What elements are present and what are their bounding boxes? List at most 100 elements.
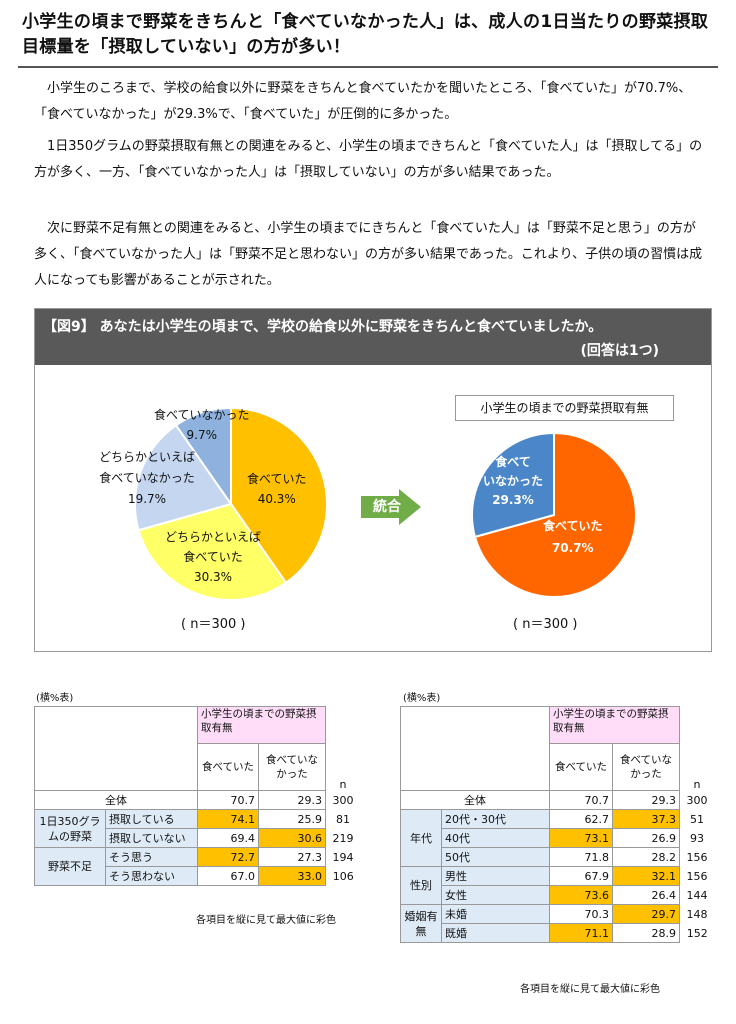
col-eating: 食べていた — [549, 743, 613, 791]
cell: 27.3 — [258, 847, 326, 867]
col-not-eating: 食べていなかった — [258, 743, 326, 791]
cell-n: 156 — [686, 869, 708, 883]
row-label: そう思わない — [105, 866, 198, 886]
table-row: 女性 73.6 26.4 144 — [401, 885, 715, 905]
row-label: 未婚 — [441, 904, 550, 924]
label-right-eating: 食べていた 70.7% — [543, 515, 603, 559]
table-row: 40代 73.1 26.9 93 — [401, 828, 715, 848]
col-n: n — [693, 777, 701, 791]
group-label: 性別 — [400, 866, 442, 905]
group-label: 婚姻有無 — [400, 904, 442, 943]
group-label: 1日350グラムの野菜 — [34, 809, 106, 848]
cell: 62.7 — [549, 809, 613, 829]
label-right-eating-name: 食べていた — [543, 519, 603, 533]
header-group: 小学生の頃までの野菜摂取有無 — [197, 706, 326, 744]
cell: 71.8 — [549, 847, 613, 867]
cell: 29.3 — [258, 790, 326, 810]
col-n: n — [339, 777, 347, 791]
headline-divider — [18, 66, 718, 68]
label-right-not-eating: 食べて いなかった 29.3% — [483, 453, 543, 510]
table-row: 既婚 71.1 28.9 152 — [401, 923, 715, 943]
n-left: ( n＝300 ) — [181, 617, 246, 632]
cell-n: 219 — [332, 831, 354, 845]
cell-n: 300 — [686, 793, 708, 807]
cell-highlight: 71.1 — [549, 923, 613, 943]
row-label: 全体 — [400, 790, 550, 810]
n-spacer — [326, 707, 361, 744]
pie-charts — [134, 406, 637, 601]
label-rather-eating-name2: 食べていた — [183, 550, 243, 564]
figure-title: 【図9】 あなたは小学生の頃まで、学校の給食以外に野菜をきちんと食べていましたか… — [43, 319, 603, 335]
table-row: 全体 70.7 29.3 300 — [34, 790, 361, 810]
cell: 70.7 — [197, 790, 259, 810]
cell: 69.4 — [197, 828, 259, 848]
table-right-footnote: 各項目を縦に見て最大値に彩色 — [520, 984, 660, 995]
headline: 小学生の頃まで野菜をきちんと「食べていなかった人」は、成人の1日当たりの野菜摂取… — [22, 12, 709, 57]
corner-cell — [34, 706, 198, 791]
figure-note: (回答は1つ) — [580, 343, 659, 359]
n-spacer — [680, 707, 715, 744]
arrow-right-icon — [361, 489, 421, 525]
cell-n: 300 — [332, 793, 354, 807]
table-row: 婚姻有無 未婚 70.3 29.7 148 — [400, 904, 715, 943]
cell-highlight: 73.1 — [549, 828, 613, 848]
cell-highlight: 74.1 — [197, 809, 259, 829]
row-label: 摂取していない — [105, 828, 198, 848]
row-label: 全体 — [34, 790, 198, 810]
cell: 67.9 — [549, 866, 613, 886]
table-left-footnote: 各項目を縦に見て最大値に彩色 — [196, 915, 336, 926]
group-label: 野菜不足 — [34, 847, 106, 886]
cell: 29.3 — [612, 790, 680, 810]
row-label: 男性 — [441, 866, 550, 886]
pie-right — [471, 431, 637, 598]
label-right-not-eating-name2: いなかった — [483, 474, 544, 488]
cell: 25.9 — [258, 809, 326, 829]
label-rather-not-eating-name2: 食べていなかった — [99, 471, 195, 485]
arrow-label: 統合 — [373, 499, 401, 515]
label-rather-eating-value: 30.3% — [193, 570, 233, 584]
cell-highlight: 72.7 — [197, 847, 259, 867]
cell-n: 156 — [686, 850, 708, 864]
label-rather-not-eating-value: 19.7% — [127, 492, 167, 506]
pie-slice — [230, 406, 328, 585]
label-right-not-eating-value: 29.3% — [492, 493, 534, 507]
cell: 70.7 — [549, 790, 613, 810]
label-right-not-eating-name1: 食べて — [495, 455, 531, 469]
pie-slice — [174, 406, 232, 508]
cell-n: 93 — [690, 831, 704, 845]
label-eating: 食べていた 40.3% — [247, 469, 307, 509]
figure-9-panel: 【図9】 あなたは小学生の頃まで、学校の給食以外に野菜をきちんと食べていましたか… — [34, 308, 712, 652]
cell-n: 106 — [332, 869, 354, 883]
label-not-eating-name: 食べていなかった — [154, 408, 250, 422]
paragraph-3: 次に野菜不足有無との関連をみると、小学生の頃までにきちんと「食べていた人」は「野… — [34, 221, 703, 288]
cell: 28.2 — [612, 847, 680, 867]
label-not-eating-value: 9.7% — [186, 428, 218, 442]
group-label: 年代 — [400, 809, 442, 867]
label-eating-name: 食べていた — [247, 472, 307, 486]
cell-n: 81 — [336, 812, 350, 826]
row-label: 40代 — [441, 828, 550, 848]
pie-slice — [137, 502, 288, 601]
cell: 28.9 — [612, 923, 680, 943]
pie-left — [134, 406, 328, 601]
cell: 67.0 — [197, 866, 259, 886]
row-label: 女性 — [441, 885, 550, 905]
table-right: 小学生の頃までの野菜摂取有無 食べていた 食べていなかった n 全体 70.7 … — [400, 706, 715, 943]
label-eating-value: 40.3% — [257, 492, 296, 506]
cell-n: 152 — [686, 926, 708, 940]
figure-header: 【図9】 あなたは小学生の頃まで、学校の給食以外に野菜をきちんと食べていましたか… — [35, 309, 711, 365]
table-row: 1日350グラムの野菜 摂取している 74.1 25.9 81 — [34, 809, 361, 848]
header-group: 小学生の頃までの野菜摂取有無 — [549, 706, 680, 744]
n-right: ( n＝300 ) — [513, 617, 578, 632]
cell: 26.9 — [612, 828, 680, 848]
table-row: 性別 男性 67.9 32.1 156 — [400, 866, 715, 905]
row-label: 50代 — [441, 847, 550, 867]
cell: 26.4 — [612, 885, 680, 905]
cell-highlight: 33.0 — [258, 866, 326, 886]
label-rather-not-eating: どちらかといえば 食べていなかった 19.7% — [99, 447, 195, 510]
col-eating: 食べていた — [197, 743, 259, 791]
table-row: そう思わない 67.0 33.0 106 — [35, 866, 361, 886]
cell-highlight: 30.6 — [258, 828, 326, 848]
paragraph-2: 1日350グラムの野菜摂取有無との関連をみると、小学生の頃まできちんと「食べてい… — [34, 139, 703, 180]
col-not-eating: 食べていなかった — [612, 743, 680, 791]
